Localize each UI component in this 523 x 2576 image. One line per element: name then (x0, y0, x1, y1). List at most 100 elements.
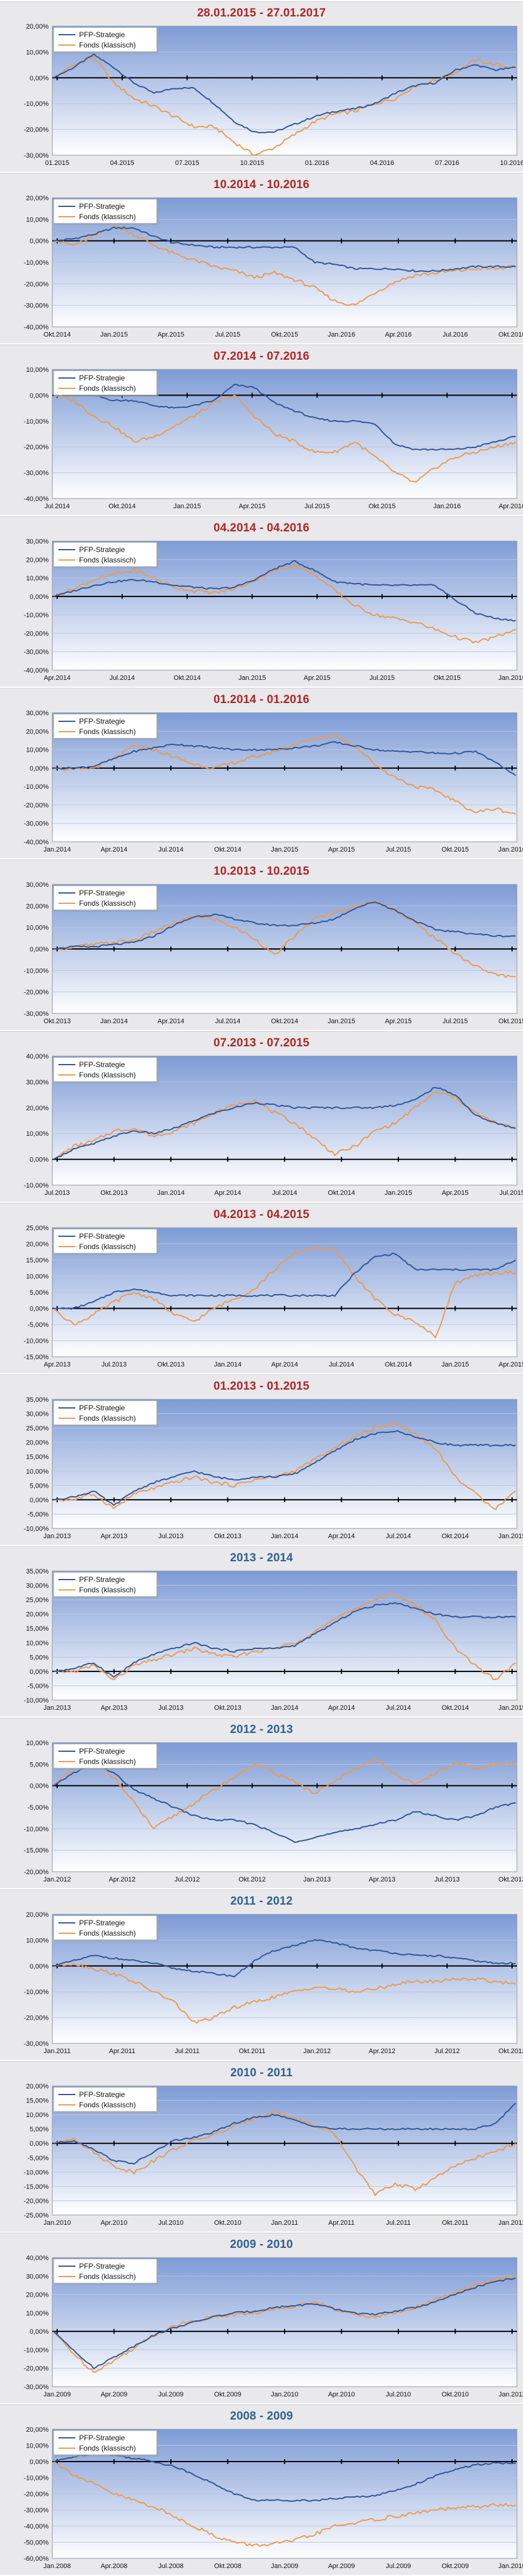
x-tick-label: Apr.2015 (239, 503, 266, 510)
x-tick-label: Apr.2016 (385, 331, 412, 338)
chart-panel: 2010 - 2011 20,00% 15,00% 10,00% 5,00% 0,00% -… (0, 2061, 523, 2231)
legend (53, 2258, 158, 2284)
y-tick-label: -30,00% (24, 1010, 49, 1018)
series-line-fonds-klassisch (54, 1593, 516, 1681)
y-tick-label: 25,00% (26, 1597, 49, 1604)
x-tick-label: Jan.2016 (498, 846, 523, 853)
chart-panel: 2013 - 2014 35,00% 30,00% 25,00% 20,00% 15,00… (0, 1546, 523, 1717)
legend-label-fonds-klassisch: Fonds (klassisch) (79, 1757, 136, 1766)
legend-label-pfp-strategie: PFP-Strategie (79, 1747, 125, 1755)
legend (53, 713, 158, 739)
y-tick-label: -10,00% (24, 1825, 49, 1833)
line-chart: 30,00% 20,00% 10,00% 0,00% -10,00% -20,00% -30… (24, 710, 523, 853)
x-tick-label: Jul.2010 (158, 2219, 184, 2227)
y-tick-label: -20,00% (24, 2197, 49, 2205)
x-tick-label: Jan.2015 (498, 1533, 523, 1540)
legend (53, 2430, 158, 2455)
x-tick-label: Jan.2009 (43, 2391, 71, 2398)
x-tick-label: Apr.2014 (328, 1533, 355, 1540)
legend-label-pfp-strategie: PFP-Strategie (79, 889, 125, 897)
line-chart: 35,00% 30,00% 25,00% 20,00% 15,00% 10,00% 5,00… (24, 1396, 523, 1540)
series-line-pfp-strategie (54, 1252, 516, 1310)
x-tick-label: Jan.2016 (434, 503, 461, 510)
x-tick-label: Jul.2015 (499, 1189, 523, 1197)
x-tick-label: Jan.2015 (498, 1704, 523, 1712)
y-tick-label: -15,00% (24, 2183, 49, 2191)
chart-panel: 2011 - 2012 20,00% 10,00% 0,00% -10,00% -20,0… (0, 1889, 523, 2060)
y-tick-label: 10,00% (26, 1273, 49, 1281)
y-tick-label: -10,00% (24, 2169, 49, 2176)
x-tick-label: Jan.2015 (173, 503, 201, 510)
x-tick-label: Jan.2009 (271, 2563, 298, 2570)
legend-label-pfp-strategie: PFP-Strategie (79, 1575, 125, 1584)
x-tick-label: Jul.2014 (386, 1704, 411, 1712)
y-tick-label: 0,00% (30, 2459, 49, 2466)
x-tick-label: Apr.2013 (369, 1876, 395, 1883)
y-tick-label: 0,00% (30, 1963, 49, 1970)
y-tick-label: -15,00% (24, 1847, 49, 1855)
y-tick-label: -30,00% (24, 152, 49, 159)
y-tick-label: -40,00% (24, 495, 49, 503)
y-tick-label: 20,00% (26, 2083, 49, 2090)
x-tick-label: Jan.2014 (271, 1704, 298, 1712)
legend (53, 1400, 158, 1426)
x-tick-label: Okt.2014 (173, 674, 201, 682)
x-tick-label: Jul.2013 (44, 1189, 70, 1197)
y-tick-label: 10,00% (26, 49, 49, 56)
legend-label-fonds-klassisch: Fonds (klassisch) (79, 1586, 136, 1594)
legend-label-pfp-strategie: PFP-Strategie (79, 1404, 125, 1412)
y-tick-label: 10,00% (26, 1468, 49, 1475)
x-tick-label: Jul.2015 (386, 846, 411, 853)
chart-title: 07.2014 - 07.2016 (213, 350, 310, 363)
legend-label-pfp-strategie: PFP-Strategie (79, 30, 125, 39)
x-tick-label: Jul.2009 (386, 2563, 411, 2570)
x-tick-label: Apr.2015 (328, 846, 355, 853)
x-tick-label: Apr.2014 (100, 846, 127, 853)
legend-label-fonds-klassisch: Fonds (klassisch) (79, 899, 136, 908)
y-tick-label: 5,00% (30, 1654, 49, 1661)
x-tick-label: Okt.2014 (328, 1189, 355, 1197)
x-tick-label: Jul.2008 (158, 2563, 184, 2570)
x-tick-label: Jan.2014 (157, 1189, 184, 1197)
x-tick-label: Apr.2014 (44, 674, 71, 682)
y-tick-label: 10,00% (26, 925, 49, 932)
x-tick-label: Jul.2014 (386, 1533, 411, 1540)
y-tick-label: 30,00% (26, 881, 49, 889)
x-tick-label: 10.2015 (240, 159, 265, 167)
series-line-pfp-strategie (53, 1763, 516, 1843)
x-tick-label: Apr.2013 (44, 1361, 71, 1368)
x-tick-label: 10.2016 (500, 159, 523, 167)
y-tick-label: 40,00% (26, 2255, 49, 2262)
x-tick-label: Okt.2010 (214, 2219, 241, 2227)
x-tick-label: Jan.2016 (328, 331, 355, 338)
x-tick-label: Jul.2015 (369, 674, 395, 682)
line-chart: 20,00%10,00%0,00%-10,00%-20,00%-30,00%01… (24, 23, 523, 167)
y-tick-label: -40,00% (24, 667, 49, 674)
x-tick-label: Okt.2014 (271, 1018, 299, 1025)
y-tick-label: 5,00% (30, 1482, 49, 1489)
x-tick-label: Apr.2015 (442, 1189, 468, 1197)
y-tick-label: -10,00% (24, 100, 49, 108)
legend (53, 27, 158, 52)
series-line-pfp-strategie (53, 383, 516, 451)
line-chart: 35,00% 30,00% 25,00% 20,00% 15,00% 10,00% 5,00… (24, 1568, 523, 1712)
x-tick-label: Okt.2015 (271, 331, 299, 338)
y-tick-label: -60,00% (24, 2555, 49, 2563)
x-tick-label: Jan.2013 (303, 1876, 331, 1883)
legend (53, 2087, 158, 2112)
y-tick-label: 0,00% (30, 1157, 49, 1164)
legend (53, 542, 158, 567)
x-tick-label: Okt.2014 (442, 1704, 469, 1712)
x-tick-label: Jul.2010 (386, 2391, 411, 2398)
x-tick-label: Jan.2014 (43, 846, 71, 853)
x-tick-label: Jan.2015 (384, 1189, 412, 1197)
series-line-fonds-klassisch (53, 2111, 516, 2196)
legend-label-fonds-klassisch: Fonds (klassisch) (79, 2101, 136, 2109)
y-tick-label: 30,00% (26, 1583, 49, 1590)
chart-panel: 04.2013 - 04.2015 25,00% 20,00% 15,00% 10,00… (0, 1203, 523, 1373)
legend (53, 198, 158, 224)
x-tick-label: Okt.2016 (499, 331, 523, 338)
y-tick-label: 10,00% (26, 1640, 49, 1647)
x-tick-label: Jan.2011 (271, 2219, 298, 2227)
y-tick-label: 10,00% (26, 2112, 49, 2119)
